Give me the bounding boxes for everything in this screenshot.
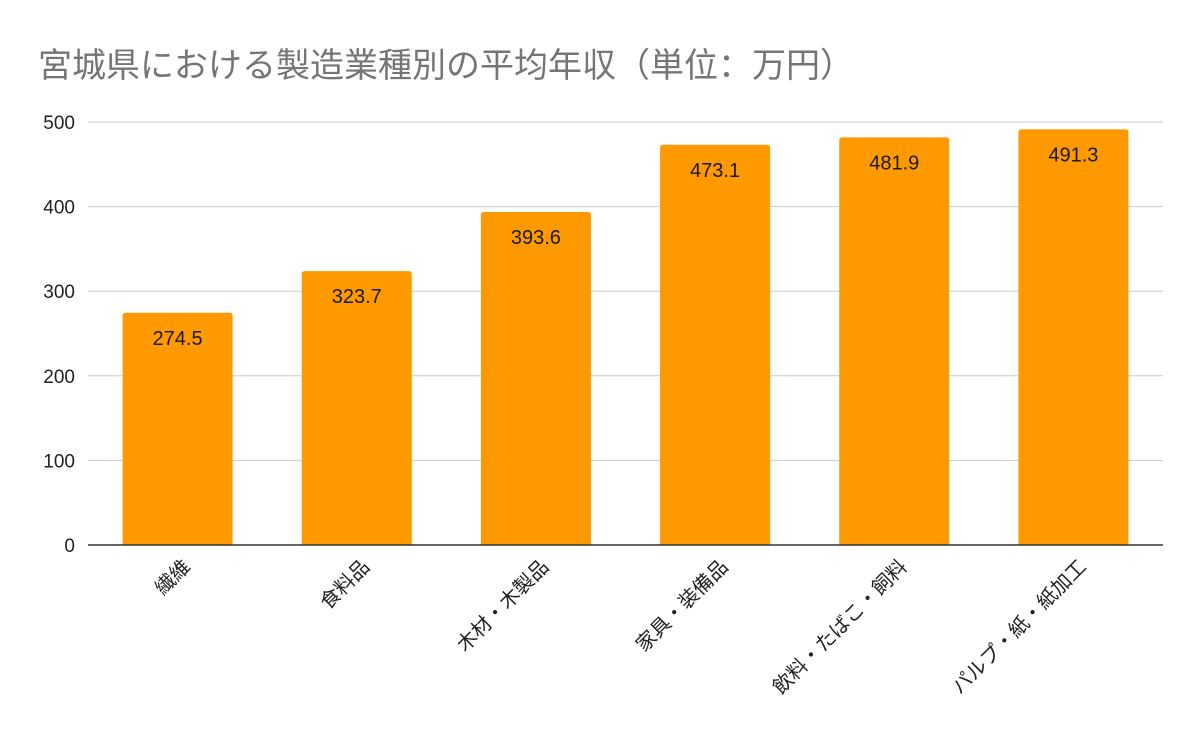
- x-category-label: パルプ・紙・紙加工: [947, 555, 1091, 699]
- data-label: 393.6: [511, 227, 561, 249]
- bar: [1018, 129, 1129, 545]
- bar: [122, 312, 233, 545]
- data-label: 274.5: [153, 328, 203, 350]
- x-category-label: 食料品: [315, 555, 374, 614]
- data-label: 481.9: [869, 152, 919, 174]
- y-tick-label: 0: [64, 536, 75, 557]
- y-tick-label: 300: [43, 282, 75, 303]
- chart-title: 宮城県における製造業種別の平均年収（単位：万円）: [38, 46, 854, 86]
- data-labels: 274.5 323.7 393.6 473.1 481.9 491.3: [153, 144, 1099, 349]
- x-category-label: 木材・木製品: [452, 555, 554, 657]
- data-label: 323.7: [332, 286, 382, 308]
- bar: [480, 212, 591, 545]
- data-label: 491.3: [1048, 144, 1098, 166]
- y-tick-label: 200: [43, 367, 75, 388]
- x-category-label: 家具・装備品: [631, 555, 733, 657]
- data-label: 473.1: [690, 160, 740, 182]
- y-tick-label: 400: [43, 198, 75, 219]
- y-axis-ticks: 0 100 200 300 400 500: [43, 113, 75, 557]
- bars: [122, 129, 1129, 546]
- gridlines: [88, 121, 1163, 461]
- x-category-label: 飲料・たばこ・飼料: [768, 555, 912, 699]
- x-axis-categories: 繊維 食料品 木材・木製品 家具・装備品 飲料・たばこ・飼料 パルプ・紙・紙加工: [150, 555, 1091, 699]
- bar: [839, 137, 950, 545]
- bar: [660, 144, 771, 546]
- x-category-label: 繊維: [150, 555, 195, 600]
- bar: [301, 271, 412, 545]
- y-tick-label: 500: [43, 113, 75, 134]
- y-tick-label: 100: [43, 451, 75, 472]
